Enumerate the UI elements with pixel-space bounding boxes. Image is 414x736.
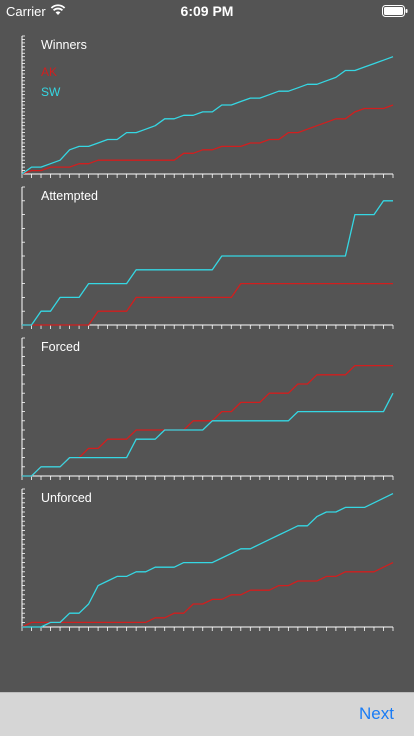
chart-winners-plot xyxy=(21,35,394,178)
chart-title-winners: Winners xyxy=(41,38,87,52)
charts-container: Winners AK SW Attempted Forced Unforced xyxy=(0,30,414,633)
legend-entry-sw: SW xyxy=(41,85,61,99)
chart-forced-plot xyxy=(21,337,394,480)
legend-entry-ak: AK xyxy=(41,65,58,79)
series-line-sw xyxy=(22,392,394,477)
battery-icon xyxy=(382,5,408,17)
chart-title-forced: Forced xyxy=(41,340,80,354)
bottom-toolbar: Next xyxy=(0,692,414,736)
chart-attempted-plot xyxy=(21,186,394,329)
chart-unforced: Unforced xyxy=(0,483,414,633)
series-line-ak xyxy=(21,104,394,175)
status-time: 6:09 PM xyxy=(180,3,234,19)
series-line-sw xyxy=(22,493,394,628)
status-bar: Carrier 6:09 PM xyxy=(0,0,414,22)
chart-forced: Forced xyxy=(0,332,414,482)
wifi-icon xyxy=(50,4,66,15)
chart-unforced-plot xyxy=(21,488,394,631)
series-line-ak xyxy=(22,282,393,326)
legend: AK SW xyxy=(41,62,60,102)
series-line-ak xyxy=(22,364,393,477)
chart-title-unforced: Unforced xyxy=(41,491,92,505)
chart-winners: Winners AK SW xyxy=(0,30,414,180)
next-button[interactable]: Next xyxy=(359,704,394,723)
carrier-label: Carrier xyxy=(6,4,46,19)
chart-attempted: Attempted xyxy=(0,181,414,331)
series-line-ak xyxy=(21,562,394,628)
series-line-sw xyxy=(22,200,393,326)
chart-title-attempted: Attempted xyxy=(41,189,98,203)
series-line-sw xyxy=(21,56,394,175)
